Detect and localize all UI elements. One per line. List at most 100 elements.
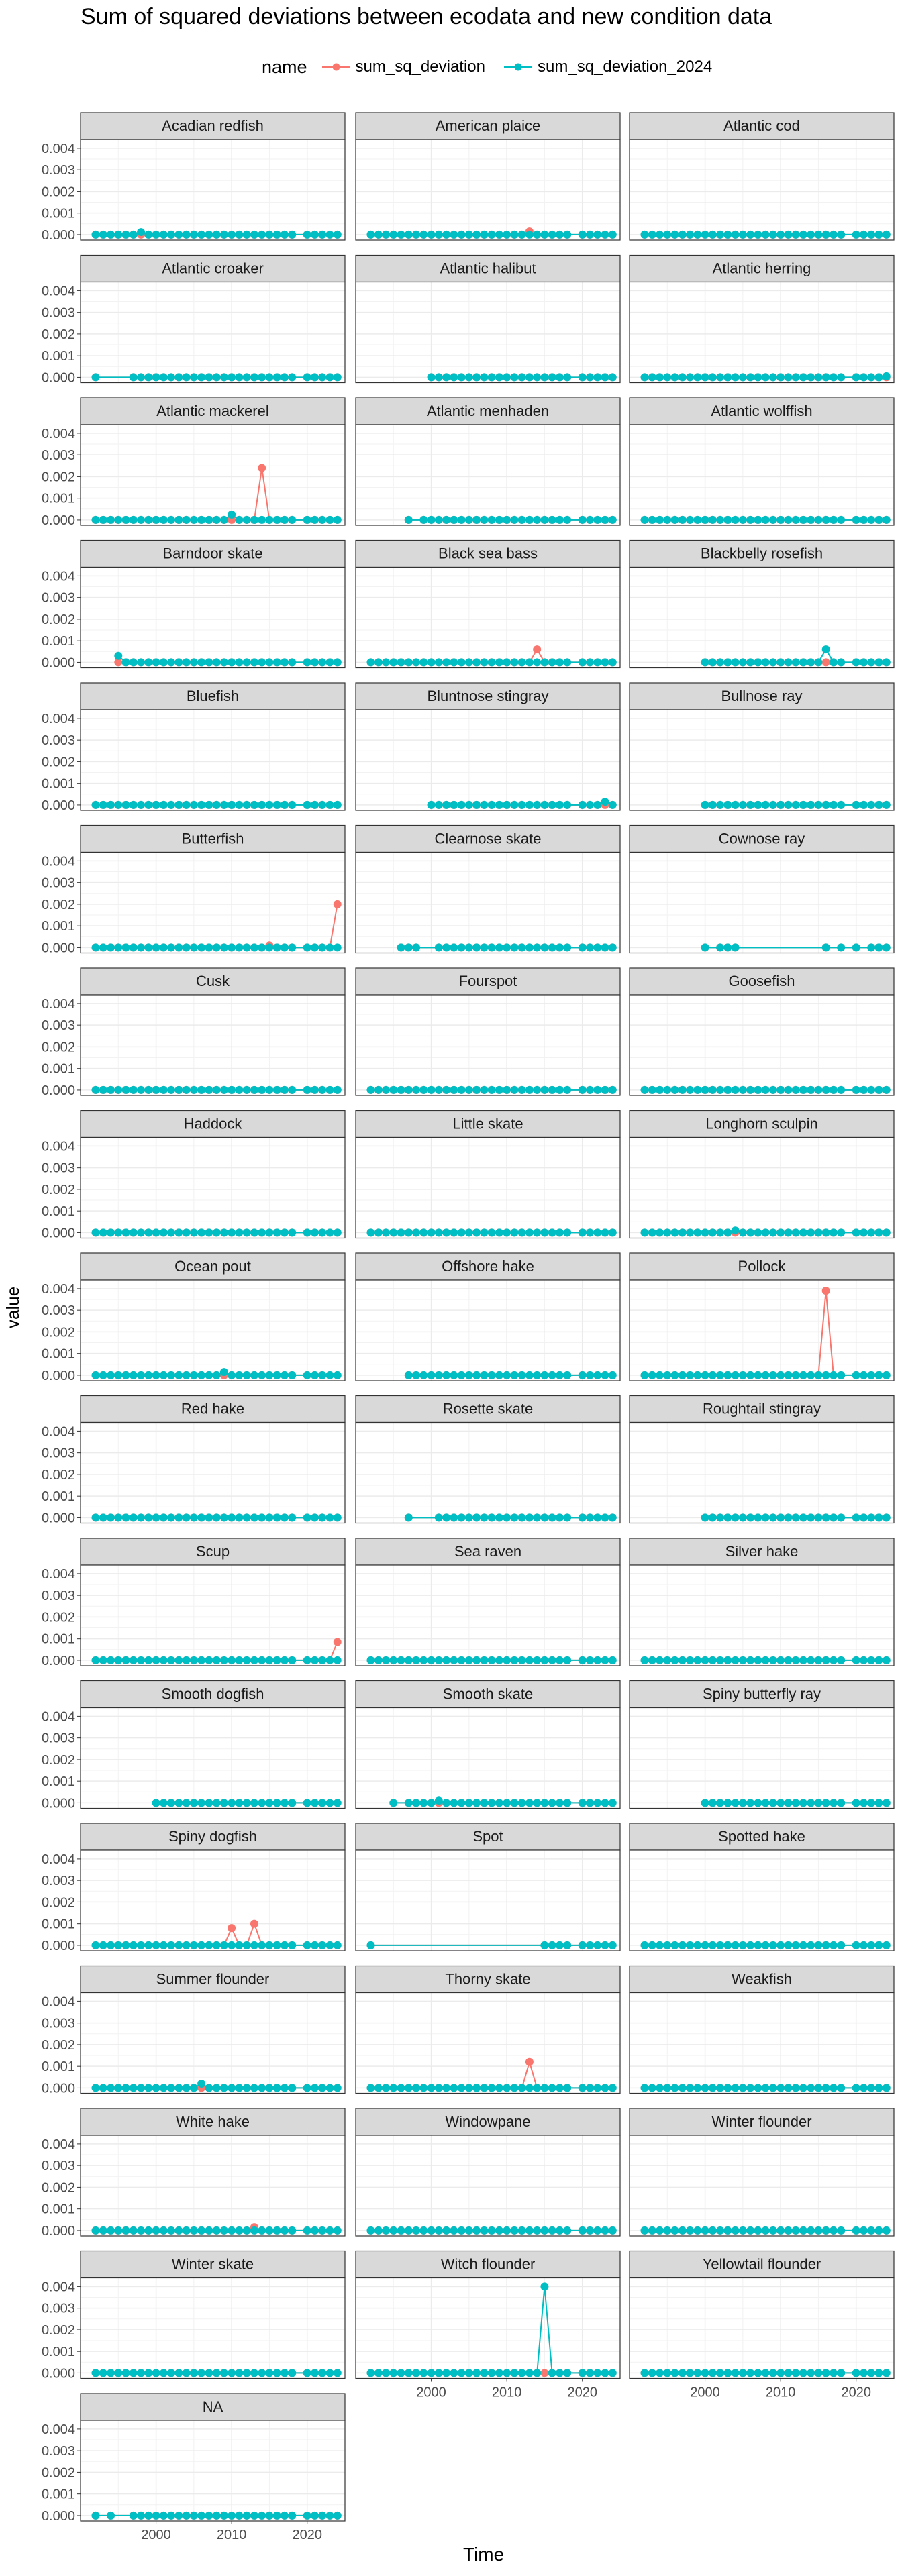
series-2-point	[517, 1085, 526, 1094]
series-2-point	[167, 2369, 176, 2377]
series-2-point	[325, 800, 334, 809]
series-2-point	[761, 230, 770, 239]
series-2-point	[442, 230, 451, 239]
panel-border	[355, 709, 621, 811]
series-2-point	[678, 1085, 687, 1094]
series-2-point	[517, 2226, 526, 2235]
series-2-point	[640, 2226, 649, 2235]
series-2-point	[310, 800, 319, 809]
series-2-point	[288, 515, 297, 524]
series-2-point	[182, 515, 191, 524]
series-2-point	[265, 800, 274, 809]
series-2-point	[693, 1656, 702, 1664]
series-2-point	[608, 1799, 617, 1807]
y-tick-label: 0.001	[42, 634, 75, 649]
series-2-point	[374, 1085, 383, 1094]
series-2-point	[487, 1085, 496, 1094]
series-2-point	[457, 373, 466, 382]
series-2-point	[852, 230, 860, 239]
y-tick-label: 0.002	[42, 898, 75, 912]
facet-strip	[80, 682, 346, 710]
facet-label: Cownose ray	[719, 830, 805, 847]
series-2-point	[882, 2369, 891, 2377]
series-2-point	[799, 230, 807, 239]
series-2-point	[859, 515, 868, 524]
series-2-point	[242, 515, 251, 524]
legend-label-series-2: sum_sq_deviation_2024	[538, 58, 713, 76]
facet-panel: Spotted hake	[629, 1823, 895, 1951]
series-2-point	[593, 230, 602, 239]
series-2-point	[258, 230, 266, 239]
series-2-point	[219, 1368, 228, 1377]
series-2-point	[189, 1799, 198, 1807]
series-2-point	[374, 2084, 383, 2092]
series-2-point	[874, 1656, 883, 1664]
series-2-point	[525, 2084, 534, 2092]
series-2-point	[152, 1085, 160, 1094]
series-2-point	[837, 1085, 846, 1094]
series-2-point	[303, 2511, 311, 2520]
series-2-point	[228, 1371, 236, 1379]
facet-strip	[80, 2108, 346, 2136]
series-2-point	[746, 1371, 755, 1379]
series-2-point	[272, 2226, 281, 2235]
series-2-point	[487, 230, 496, 239]
series-2-point	[235, 2226, 244, 2235]
y-tick-label: 0.004	[42, 2279, 75, 2294]
series-2-point	[738, 1513, 747, 1522]
series-2-point	[288, 2084, 297, 2092]
series-2-point	[761, 1799, 770, 1807]
series-2-point	[578, 1656, 587, 1664]
panel-background	[630, 567, 894, 668]
series-2-point	[174, 1085, 183, 1094]
series-2-point	[882, 2084, 891, 2092]
x-tick-label: 2000	[141, 2528, 171, 2542]
facet-strip	[355, 2108, 621, 2136]
series-2-point	[242, 943, 251, 952]
series-2-point	[837, 943, 846, 952]
series-2-point	[708, 658, 717, 667]
series-2-point	[510, 943, 519, 952]
series-2-point	[219, 2226, 228, 2235]
series-2-point	[129, 658, 138, 667]
series-2-point	[656, 1228, 664, 1237]
series-2-point	[648, 2084, 656, 2092]
series-2-point	[303, 1371, 311, 1379]
series-2-point	[829, 1941, 838, 1949]
series-2-point	[738, 2226, 747, 2235]
series-2-point	[99, 2226, 107, 2235]
series-2-point	[91, 2084, 100, 2092]
series-2-point	[882, 658, 891, 667]
series-2-point	[563, 1228, 572, 1237]
series-2-point	[389, 1656, 398, 1664]
series-2-point	[137, 1371, 146, 1379]
series-2-point	[723, 943, 732, 952]
facet-label: Bluntnose stingray	[428, 688, 549, 704]
series-2-point	[533, 1371, 542, 1379]
series-2-point	[427, 800, 436, 809]
series-2-point	[434, 2226, 443, 2235]
panel-background	[630, 425, 894, 525]
series-2-point	[814, 1513, 823, 1522]
series-2-point	[167, 1371, 176, 1379]
series-2-point	[656, 1371, 664, 1379]
series-2-point	[837, 1941, 846, 1949]
series-2-point	[144, 2226, 153, 2235]
series-2-point	[310, 943, 319, 952]
series-1-point	[333, 900, 342, 908]
series-2-point	[548, 515, 556, 524]
series-2-point	[107, 1085, 115, 1094]
series-2-point	[656, 2369, 664, 2377]
series-2-point	[738, 1371, 747, 1379]
facet-panel: Pollock	[629, 1252, 895, 1381]
series-2-point	[137, 1513, 146, 1522]
series-2-point	[265, 1656, 274, 1664]
series-2-point	[829, 658, 838, 667]
y-tick-label: 0.004	[42, 427, 75, 441]
series-2-point	[723, 230, 732, 239]
series-2-point	[472, 1513, 481, 1522]
series-2-point	[716, 1371, 725, 1379]
